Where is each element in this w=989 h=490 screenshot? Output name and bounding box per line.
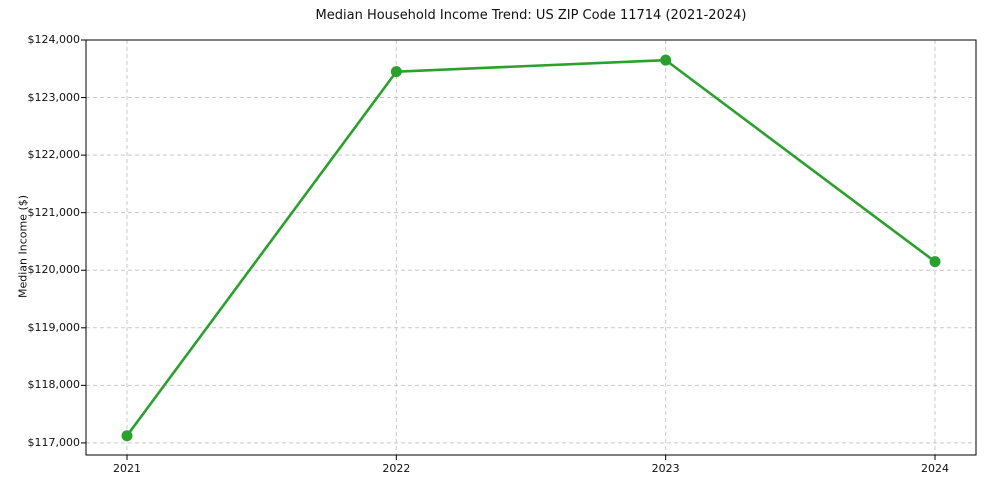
x-tick-label: 2021 bbox=[113, 462, 141, 475]
y-tick-label: $118,000 bbox=[27, 378, 81, 392]
x-tick-label: 2022 bbox=[382, 462, 411, 475]
y-tick-label: $119,000 bbox=[27, 320, 81, 334]
x-tick-label: 2023 bbox=[651, 462, 680, 475]
y-tick-label: $120,000 bbox=[27, 263, 81, 277]
y-tick-label: $124,000 bbox=[27, 33, 81, 46]
income-trend-line bbox=[125, 58, 937, 438]
data-point-2024 bbox=[929, 256, 941, 268]
y-tick-label: $121,000 bbox=[27, 205, 81, 219]
data-point-2022 bbox=[390, 66, 402, 78]
plot-border bbox=[85, 39, 977, 456]
y-tick-label: $123,000 bbox=[27, 90, 81, 104]
x-tick-label: 2024 bbox=[921, 462, 949, 475]
data-point-2021 bbox=[121, 430, 133, 442]
y-tick-label: $122,000 bbox=[27, 148, 81, 162]
y-tick-label: $117,000 bbox=[27, 435, 81, 449]
data-point-2023 bbox=[660, 54, 672, 66]
chart-title: Median Household Income Trend: US ZIP Co… bbox=[315, 8, 747, 23]
